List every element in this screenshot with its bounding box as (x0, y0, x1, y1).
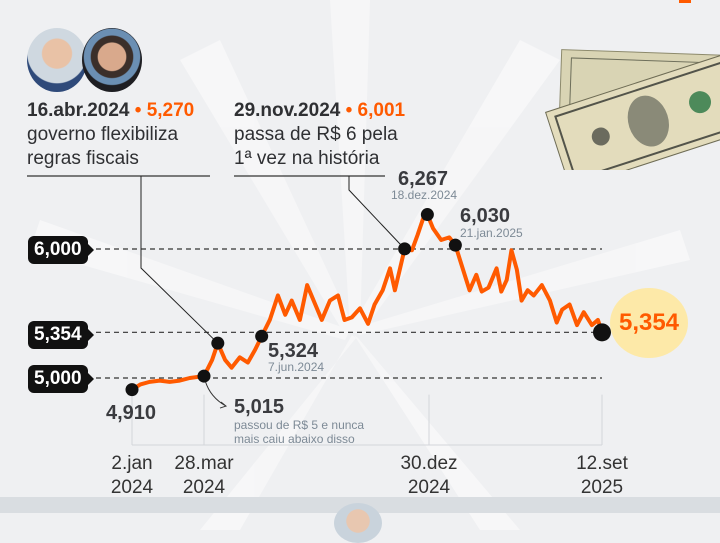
peak-value: 6,267 (398, 168, 449, 190)
y-label-6000: 6,000 (28, 236, 94, 264)
start-value: 4,910 (106, 402, 157, 424)
x-tick-label: 2024 (110, 477, 154, 498)
x-tick: 2.jan 2024 (92, 452, 172, 500)
series-line (130, 212, 604, 392)
lula-photo (27, 28, 87, 92)
brand-mark (679, 0, 691, 3)
x-tick-label: 2024 (182, 477, 226, 498)
line-chart (27, 175, 611, 446)
data-point-marker (125, 383, 139, 397)
leader-line (140, 176, 219, 344)
final-value-badge: 5,354 (610, 288, 688, 358)
separator: • (134, 100, 142, 121)
x-tick-label: 30.dez (400, 453, 458, 474)
data-point-marker (197, 369, 211, 383)
annotation-passes-6: 29.nov.2024 • 6,001 passa de R$ 6 pela 1… (234, 99, 405, 171)
x-tick-label: 2025 (580, 477, 624, 498)
x-tick-label: 12.set (576, 453, 628, 474)
dollar-bills-image (544, 49, 720, 170)
five-note: passou de R$ 5 e nunca mais caiu abaixo d… (234, 418, 364, 446)
jan-date: 21.jan.2025 (460, 226, 523, 240)
annotation-text: regras fiscais (27, 148, 139, 169)
annotation-text: governo flexibiliza (27, 124, 179, 145)
data-point-marker (211, 336, 225, 350)
jan-value: 6,030 (460, 205, 511, 227)
x-tick-label: 2024 (407, 477, 451, 498)
x-tick: 12.set 2025 (562, 452, 642, 500)
annotation-value: 5,270 (146, 100, 195, 121)
jun-value: 5,324 (268, 340, 319, 362)
footer-avatar (334, 503, 382, 543)
annotation-date: 16.abr.2024 (27, 100, 130, 121)
x-tick: 30.dez 2024 (389, 452, 469, 500)
annotation-text: passa de R$ 6 pela (234, 124, 398, 145)
annotation-value: 6,001 (357, 100, 406, 121)
annotation-text: 1ª vez na história (234, 148, 380, 169)
y-label-5354: 5,354 (28, 321, 94, 349)
x-tick-label: 2.jan (111, 453, 153, 474)
peak-date: 18.dez.2024 (391, 188, 458, 202)
jun-date: 7.jun.2024 (268, 360, 325, 374)
data-point-marker (255, 329, 269, 343)
haddad-photo (82, 28, 142, 92)
annotation-date: 29.nov.2024 (234, 100, 341, 121)
data-point-marker (398, 242, 412, 256)
x-tick: 28.mar 2024 (164, 452, 244, 500)
five-value: 5,015 (234, 396, 285, 418)
separator: • (345, 100, 353, 121)
five-note-line: passou de R$ 5 e nunca (234, 418, 365, 432)
data-point-marker (420, 208, 434, 222)
five-note-line: mais caiu abaixo disso (234, 432, 355, 446)
data-point-marker (448, 238, 462, 252)
data-point-marker (593, 323, 611, 342)
x-tick-label: 28.mar (174, 453, 234, 474)
annotation-fiscal-rules: 16.abr.2024 • 5,270 governo flexibiliza … (27, 99, 194, 171)
y-label-5000: 5,000 (28, 365, 94, 393)
leader-line (348, 176, 405, 250)
